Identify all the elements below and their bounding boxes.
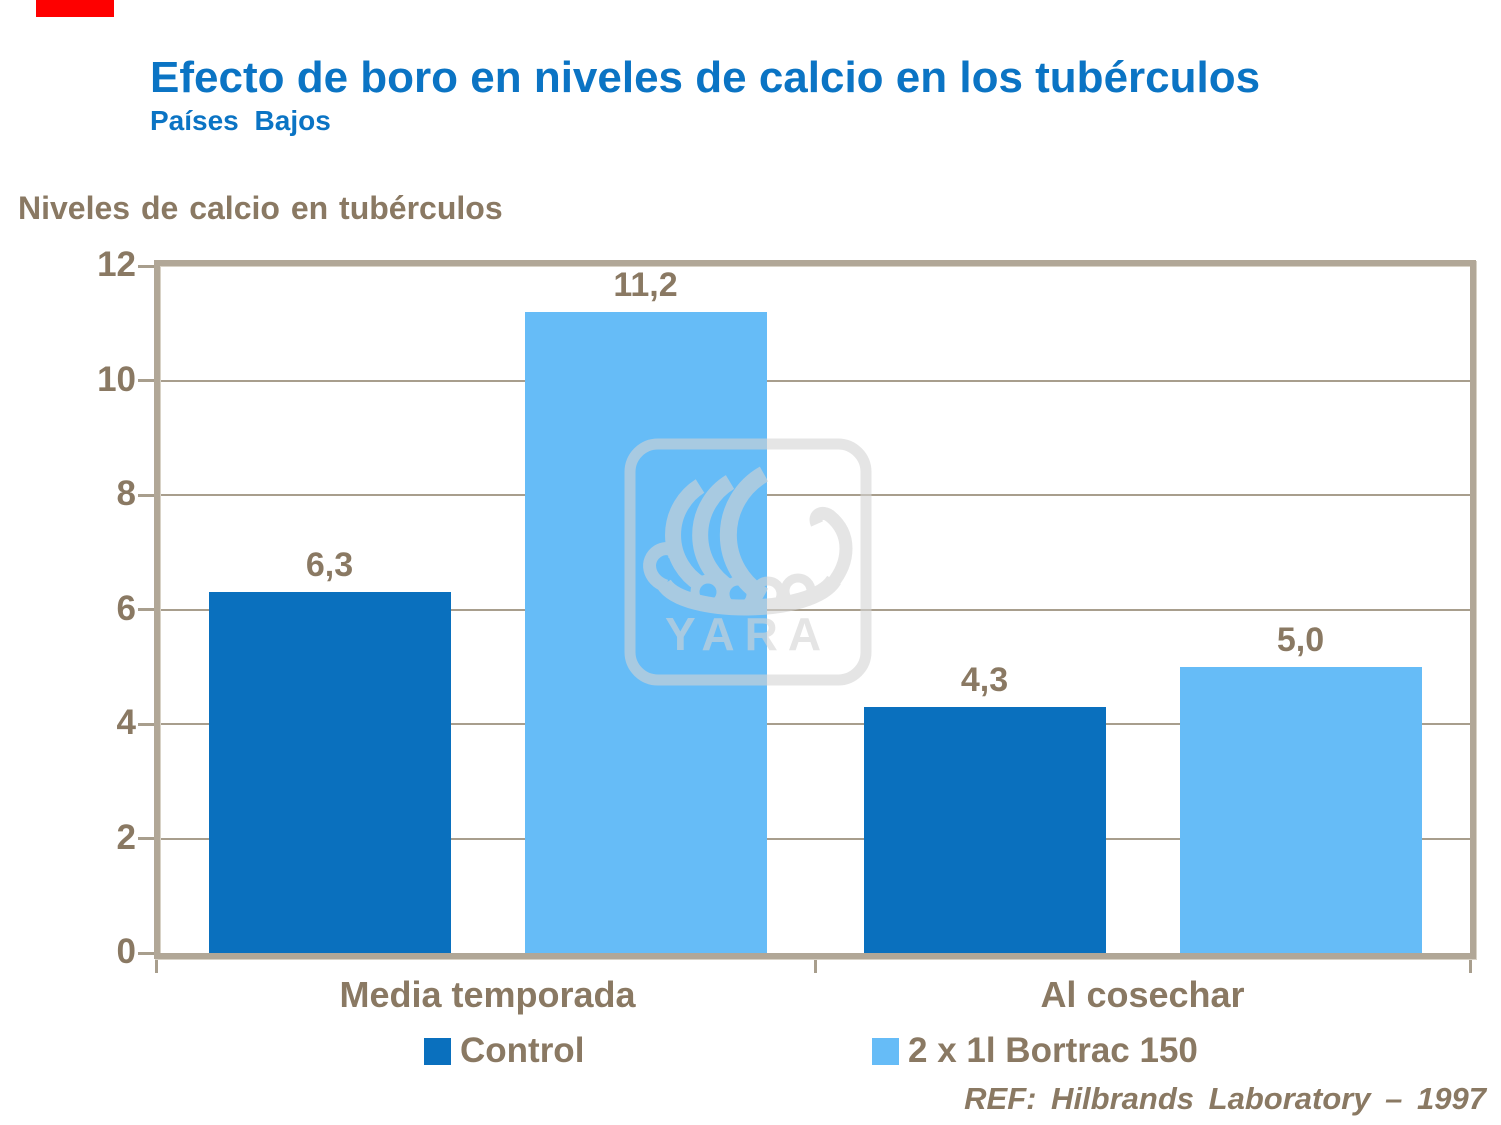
y-axis-label: 6: [116, 588, 136, 628]
chart-title: Efecto de boro en niveles de calcio en l…: [150, 53, 1261, 102]
bar-value-label: 5,0: [1276, 620, 1325, 659]
y-axis-label: 0: [116, 932, 136, 971]
gridline-10: [160, 379, 1470, 382]
y-axis-label: 8: [116, 474, 136, 513]
y-axis-tick: [138, 837, 157, 840]
y-axis-tick: [138, 608, 157, 611]
sail-crescent-icon: [665, 479, 705, 591]
y-axis-title: Niveles de calcio en tubérculos: [18, 190, 503, 226]
y-axis-tick: [138, 722, 157, 726]
dragon-head-icon: [643, 542, 682, 593]
legend-label-1: 2 x 1l Bortrac 150: [908, 1031, 1198, 1070]
bar-value-label: 4,3: [960, 660, 1009, 699]
y-axis-label: 12: [97, 245, 136, 284]
gridline-2: [160, 837, 1470, 840]
shield-icon: [750, 576, 786, 612]
y-axis-tick: [138, 951, 157, 955]
shield-icon: [720, 576, 756, 612]
bar-value-label: 6,3: [305, 546, 354, 585]
y-axis-tick: [138, 493, 157, 497]
gridline-8: [160, 494, 1470, 496]
legend-swatch-1: [872, 1038, 899, 1065]
bar-Media temporada-Control: [208, 592, 451, 953]
legend-swatch-0: [424, 1038, 451, 1065]
footnote-ref: REF: Hilbrands Laboratory – 1997: [964, 1081, 1486, 1116]
red-accent-bar: [36, 0, 114, 17]
gridline-6: [160, 608, 1470, 611]
category-label: Al cosechar: [1040, 974, 1245, 1015]
legend-label-0: Control: [460, 1031, 585, 1070]
y-axis-label: 10: [97, 359, 136, 399]
y-axis-tick: [138, 264, 157, 268]
y-axis-tick: [138, 379, 157, 382]
ship-stern-icon: [809, 506, 853, 589]
shield-icon: [690, 574, 726, 610]
gridline-4: [160, 723, 1470, 725]
chart-subtitle: Países Bajos: [150, 105, 331, 136]
x-axis-tick: [1469, 957, 1472, 973]
watermark-border: [624, 438, 872, 686]
bar-value-label: 11,2: [613, 265, 678, 304]
watermark-wordmark: YARA: [665, 608, 831, 660]
y-axis-label: 2: [116, 817, 136, 857]
x-axis-tick: [155, 957, 158, 973]
plot-frame: [154, 260, 1476, 959]
category-label: Media temporada: [339, 974, 636, 1015]
yara-logo-watermark: YARA: [624, 438, 872, 686]
x-axis-tick: [813, 957, 817, 973]
bar-Al cosechar-Control: [863, 706, 1106, 953]
bar-Media temporada-2 x 1l Bortrac 150: [524, 311, 767, 953]
bar-Al cosechar-2 x 1l Bortrac 150: [1179, 666, 1422, 953]
y-axis-label: 4: [116, 703, 136, 742]
shield-icon: [780, 573, 816, 609]
